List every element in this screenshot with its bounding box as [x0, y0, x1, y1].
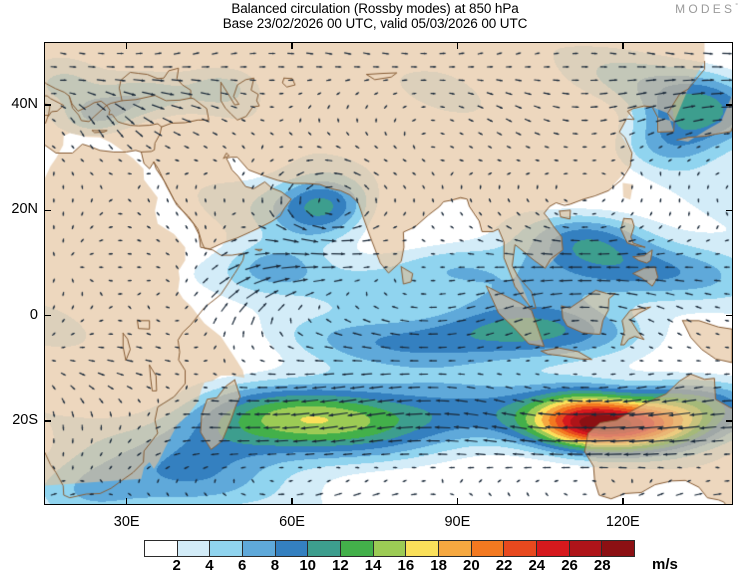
- chart-title: Balanced circulation (Rossby modes) at 8…: [231, 1, 519, 16]
- xtick-mark: [456, 498, 459, 505]
- colorbar-tick-12: 12: [332, 557, 349, 574]
- colorbar-wrap: 2 4 6 8 10 12 14 16 18 20 22 24 26 28: [144, 540, 635, 574]
- colorbar-segment: [537, 541, 570, 556]
- ytick-label-40N: 40N: [11, 96, 38, 113]
- colorbar-segment: [439, 541, 472, 556]
- xtick-label-90E: 90E: [444, 514, 471, 530]
- colorbar-tick-22: 22: [495, 557, 513, 574]
- ytick-label-0: 0: [29, 306, 38, 323]
- modes-logo: MODES°: [675, 2, 738, 16]
- colorbar-tick-4: 4: [205, 557, 214, 574]
- colorbar-tick-10: 10: [299, 557, 316, 574]
- ytick-mark: [44, 209, 51, 212]
- colorbar-tick-2: 2: [172, 557, 181, 574]
- map-plot-frame: [44, 42, 733, 505]
- ytick-mark: [726, 314, 733, 317]
- xtick-mark: [125, 498, 128, 505]
- colorbar-segment: [406, 541, 440, 556]
- colorbar: [144, 540, 635, 557]
- colorbar-segment: [308, 541, 342, 556]
- ytick-label-20S: 20S: [12, 411, 38, 428]
- colorbar-tick-24: 24: [528, 557, 546, 574]
- ytick-mark: [44, 314, 51, 317]
- colorbar-segment: [275, 541, 309, 556]
- colorbar-tick-16: 16: [397, 557, 415, 574]
- title-block: Balanced circulation (Rossby modes) at 8…: [0, 0, 750, 31]
- xtick-label-60E: 60E: [279, 514, 305, 530]
- colorbar-tick-26: 26: [561, 557, 578, 574]
- wind-speed-map: [45, 43, 732, 504]
- colorbar-tick-8: 8: [270, 557, 280, 574]
- colorbar-segment: [341, 541, 374, 556]
- xtick-mark: [621, 42, 624, 49]
- xtick-mark: [291, 42, 293, 49]
- ytick-mark: [726, 209, 733, 212]
- colorbar-segment: [602, 541, 635, 556]
- colorbar-tick-6: 6: [238, 557, 247, 574]
- chart-subtitle: Base 23/02/2026 00 UTC, valid 05/03/2026…: [222, 16, 528, 31]
- xtick-label-120E: 120E: [605, 514, 640, 530]
- modes-logo-text: MODES: [675, 2, 736, 16]
- colorbar-segment: [145, 541, 178, 556]
- xtick-mark: [621, 498, 624, 505]
- colorbar-segment: [504, 541, 538, 556]
- colorbar-segment: [373, 541, 407, 556]
- colorbar-tick-20: 20: [462, 557, 480, 574]
- colorbar-tick-18: 18: [430, 557, 447, 574]
- colorbar-tick-14: 14: [364, 557, 382, 574]
- ytick-mark: [726, 420, 733, 422]
- colorbar-units-label: m/s: [652, 556, 678, 573]
- colorbar-segment: [243, 541, 276, 556]
- colorbar-segment: [177, 541, 211, 556]
- xtick-mark: [291, 498, 293, 505]
- colorbar-segment: [471, 541, 505, 556]
- ytick-mark: [44, 420, 51, 422]
- ytick-mark: [726, 104, 733, 106]
- colorbar-segment: [569, 541, 603, 556]
- colorbar-segment: [210, 541, 244, 556]
- xtick-mark: [125, 42, 128, 49]
- modes-logo-mark: °: [735, 3, 738, 10]
- ytick-label-20N: 20N: [11, 201, 38, 218]
- xtick-label-30E: 30E: [113, 514, 140, 530]
- ytick-mark: [44, 104, 51, 106]
- xtick-mark: [456, 42, 459, 49]
- colorbar-tick-28: 28: [593, 557, 611, 574]
